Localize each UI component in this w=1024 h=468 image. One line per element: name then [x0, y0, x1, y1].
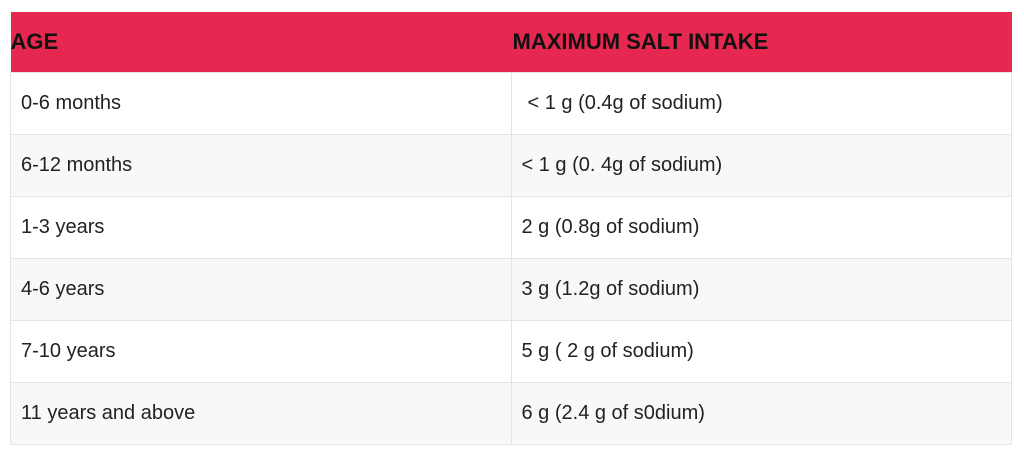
table-row: 11 years and above 6 g (2.4 g of s0dium) — [10, 382, 1012, 445]
header-cell: AGE — [10, 29, 59, 54]
intake-cell: 3 g (1.2g of sodium) — [510, 258, 1012, 321]
header-row: AGE MAXIMUM SALT INTAKE — [10, 12, 1012, 73]
age-cell: 6-12 months — [10, 134, 512, 197]
age-cell: 11 years and above — [10, 382, 512, 445]
table-body: 0-6 months < 1 g (0.4g of sodium) 6-12 mon… — [10, 72, 1012, 445]
header-band: AGE MAXIMUM SALT INTAKE — [10, 12, 1012, 73]
table-row: 1-3 years 2 g (0.8g of sodium) — [10, 196, 1012, 259]
intake-cell: 5 g ( 2 g of sodium) — [510, 320, 1012, 383]
age-cell: 1-3 years — [10, 196, 512, 259]
table-row: 4-6 years 3 g (1.2g of sodium) — [10, 258, 1012, 321]
age-cell: 4-6 years — [10, 258, 512, 321]
table-container: AGE MAXIMUM SALT INTAKE 0-6 months < 1 g … — [10, 12, 1012, 445]
age-cell: 7-10 years — [10, 320, 512, 383]
header-cell: MAXIMUM SALT INTAKE — [512, 29, 769, 54]
intake-cell: < 1 g (0.4g of sodium) — [510, 72, 1012, 135]
salt-table: AGE MAXIMUM SALT INTAKE 0-6 months < 1 g … — [10, 12, 1012, 445]
table-row: 0-6 months < 1 g (0.4g of sodium) — [10, 72, 1012, 135]
intake-cell: 6 g (2.4 g of s0dium) — [510, 382, 1012, 445]
intake-cell: < 1 g (0. 4g of sodium) — [510, 134, 1012, 197]
table-row: 6-12 months < 1 g (0. 4g of sodium) — [10, 134, 1012, 197]
table-row: 7-10 years 5 g ( 2 g of sodium) — [10, 320, 1012, 383]
age-cell: 0-6 months — [10, 72, 512, 135]
intake-cell: 2 g (0.8g of sodium) — [510, 196, 1012, 259]
